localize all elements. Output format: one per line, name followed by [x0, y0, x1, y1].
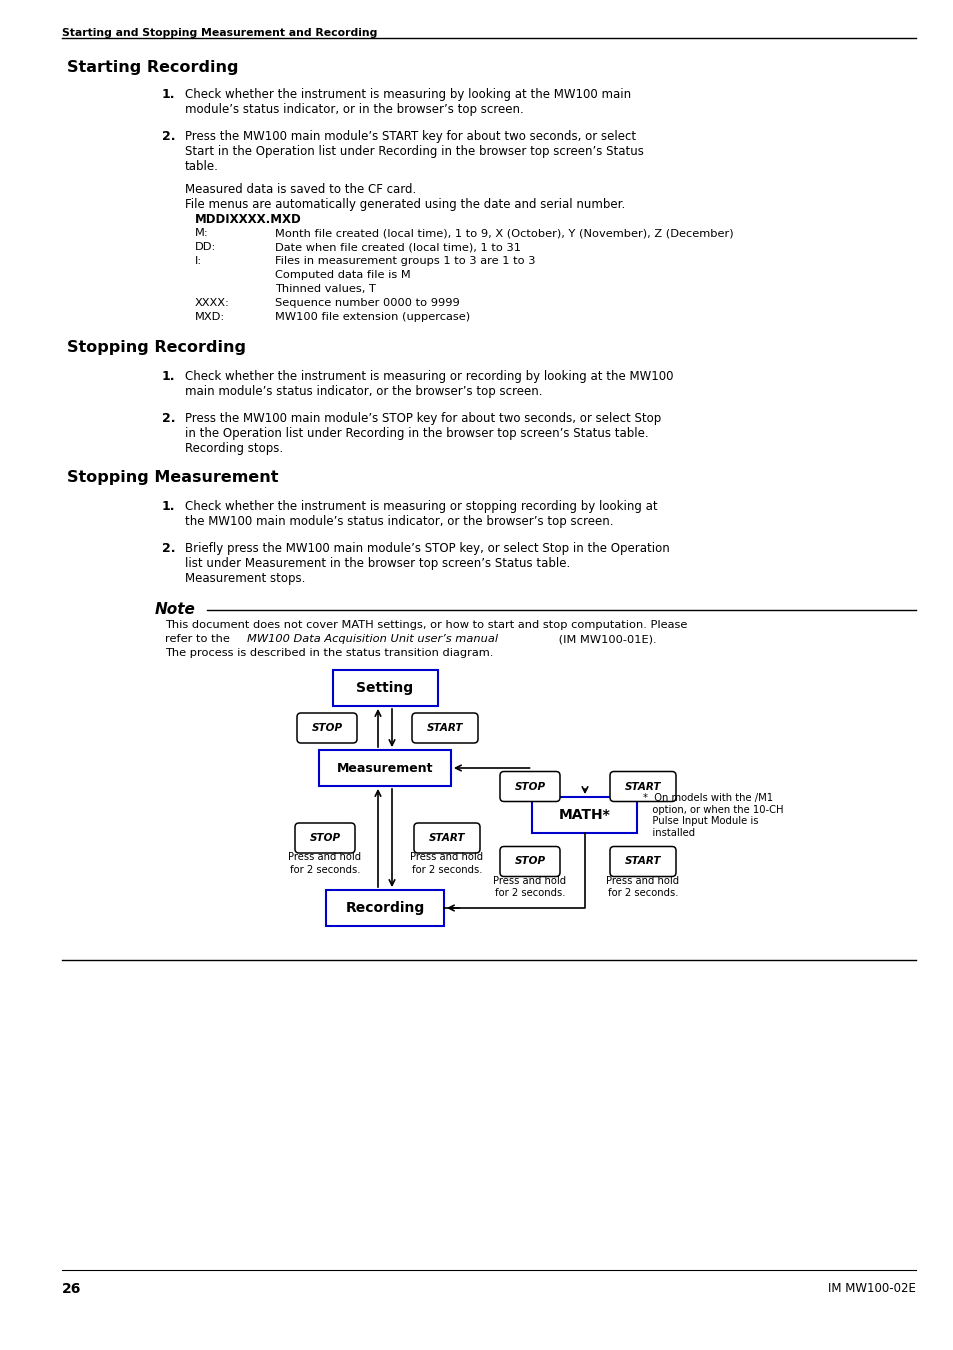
Text: Press and hold: Press and hold [410, 852, 483, 863]
Text: Press the MW100 main module’s STOP key for about two seconds, or select Stop
in : Press the MW100 main module’s STOP key f… [185, 412, 660, 455]
FancyBboxPatch shape [499, 846, 559, 876]
Text: Setting: Setting [356, 680, 414, 695]
FancyBboxPatch shape [326, 890, 443, 926]
Text: File menus are automatically generated using the date and serial number.: File menus are automatically generated u… [185, 198, 624, 211]
Text: Press and hold: Press and hold [493, 876, 566, 886]
FancyBboxPatch shape [499, 771, 559, 802]
Text: Note: Note [154, 602, 195, 617]
Text: STOP: STOP [309, 833, 340, 842]
Text: START: START [624, 782, 660, 791]
Text: MW100 file extension (uppercase): MW100 file extension (uppercase) [274, 312, 470, 323]
Text: for 2 seconds.: for 2 seconds. [290, 865, 360, 875]
Text: Check whether the instrument is measuring by looking at the MW100 main
module’s : Check whether the instrument is measurin… [185, 88, 631, 116]
Text: I:: I: [194, 256, 202, 266]
Text: MDDIXXXX.MXD: MDDIXXXX.MXD [194, 213, 301, 225]
Text: for 2 seconds.: for 2 seconds. [412, 865, 482, 875]
Text: Press and hold: Press and hold [288, 852, 361, 863]
FancyBboxPatch shape [296, 713, 356, 743]
Text: XXXX:: XXXX: [194, 298, 230, 308]
Text: M:: M: [194, 228, 209, 238]
Text: STOP: STOP [311, 724, 342, 733]
FancyBboxPatch shape [333, 670, 437, 706]
Text: 2.: 2. [162, 130, 175, 143]
Text: Computed data file is M: Computed data file is M [274, 270, 411, 279]
Text: Recording: Recording [345, 900, 424, 915]
FancyBboxPatch shape [412, 713, 477, 743]
FancyBboxPatch shape [318, 751, 451, 786]
Text: Press the MW100 main module’s START key for about two seconds, or select
Start i: Press the MW100 main module’s START key … [185, 130, 643, 173]
Text: This document does not cover MATH settings, or how to start and stop computation: This document does not cover MATH settin… [165, 620, 687, 630]
Text: for 2 seconds.: for 2 seconds. [607, 888, 678, 899]
Text: Thinned values, T: Thinned values, T [274, 284, 375, 294]
Text: Briefly press the MW100 main module’s STOP key, or select Stop in the Operation
: Briefly press the MW100 main module’s ST… [185, 541, 669, 585]
Text: The process is described in the status transition diagram.: The process is described in the status t… [165, 648, 493, 657]
FancyBboxPatch shape [414, 824, 479, 853]
Text: 1.: 1. [162, 88, 175, 101]
Text: START: START [426, 724, 463, 733]
Text: MW100 Data Acquisition Unit user’s manual: MW100 Data Acquisition Unit user’s manua… [247, 634, 497, 644]
FancyBboxPatch shape [609, 846, 676, 876]
Text: Starting Recording: Starting Recording [67, 59, 238, 76]
Text: Press and hold: Press and hold [606, 876, 679, 886]
Text: Date when file created (local time), 1 to 31: Date when file created (local time), 1 t… [274, 242, 520, 252]
FancyBboxPatch shape [609, 771, 676, 802]
Text: 1.: 1. [162, 370, 175, 383]
Text: Sequence number 0000 to 9999: Sequence number 0000 to 9999 [274, 298, 459, 308]
Text: 1.: 1. [162, 500, 175, 513]
Text: Stopping Measurement: Stopping Measurement [67, 470, 278, 485]
Text: 2.: 2. [162, 541, 175, 555]
Text: DD:: DD: [194, 242, 216, 252]
Text: MXD:: MXD: [194, 312, 225, 323]
Text: MATH*: MATH* [558, 809, 610, 822]
Text: Starting and Stopping Measurement and Recording: Starting and Stopping Measurement and Re… [62, 28, 377, 38]
Text: Stopping Recording: Stopping Recording [67, 340, 246, 355]
Text: 26: 26 [62, 1282, 81, 1296]
Text: START: START [624, 856, 660, 867]
Text: Check whether the instrument is measuring or stopping recording by looking at
th: Check whether the instrument is measurin… [185, 500, 657, 528]
Text: START: START [428, 833, 465, 842]
Text: Files in measurement groups 1 to 3 are 1 to 3: Files in measurement groups 1 to 3 are 1… [274, 256, 535, 266]
Text: Measured data is saved to the CF card.: Measured data is saved to the CF card. [185, 184, 416, 196]
Text: Month file created (local time), 1 to 9, X (October), Y (November), Z (December): Month file created (local time), 1 to 9,… [274, 228, 733, 238]
Text: (IM MW100-01E).: (IM MW100-01E). [555, 634, 656, 644]
Text: Check whether the instrument is measuring or recording by looking at the MW100
m: Check whether the instrument is measurin… [185, 370, 673, 398]
FancyBboxPatch shape [532, 796, 637, 833]
Text: refer to the: refer to the [165, 634, 233, 644]
Text: 2.: 2. [162, 412, 175, 425]
Text: STOP: STOP [514, 856, 545, 867]
Text: STOP: STOP [514, 782, 545, 791]
Text: for 2 seconds.: for 2 seconds. [495, 888, 565, 899]
Text: Measurement: Measurement [336, 761, 433, 775]
Text: IM MW100-02E: IM MW100-02E [827, 1282, 915, 1295]
FancyBboxPatch shape [294, 824, 355, 853]
Text: *  On models with the /M1
   option, or when the 10-CH
   Pulse Input Module is
: * On models with the /M1 option, or when… [642, 792, 782, 838]
